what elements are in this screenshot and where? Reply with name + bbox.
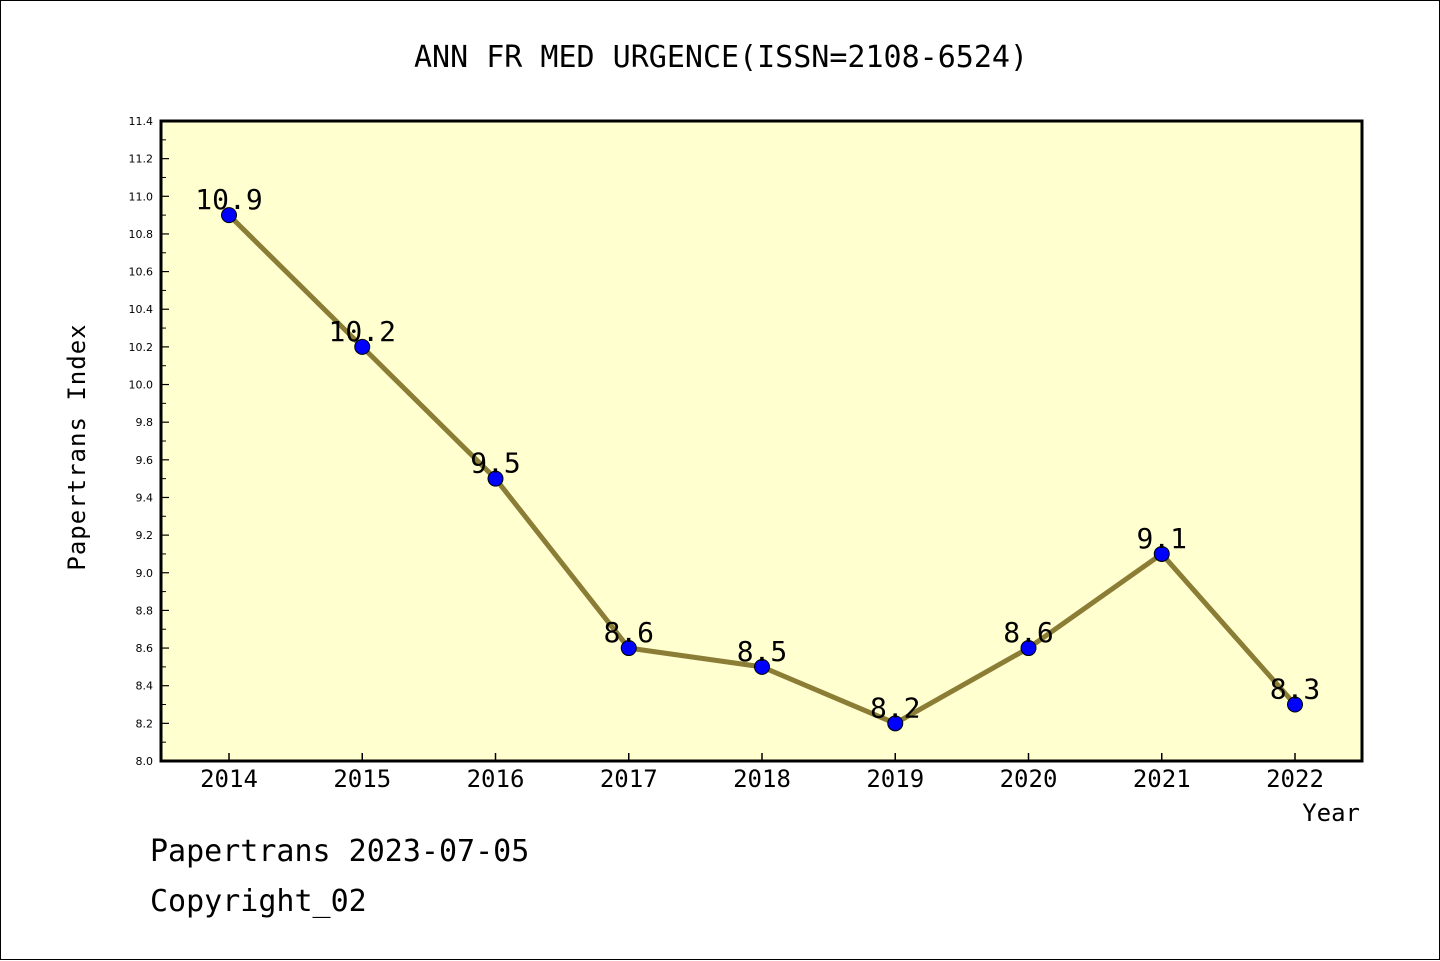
x-axis-title: Year bbox=[1302, 799, 1360, 827]
y-tick-label: 8.8 bbox=[136, 604, 154, 617]
data-point bbox=[487, 470, 504, 487]
data-point bbox=[1153, 545, 1170, 562]
y-tick-label: 9.2 bbox=[136, 529, 154, 542]
x-tick-label: 2015 bbox=[333, 765, 391, 793]
y-tick-label: 10.4 bbox=[129, 303, 154, 316]
footer-copyright: Copyright_02 bbox=[150, 884, 367, 919]
x-tick-label: 2014 bbox=[200, 765, 258, 793]
y-tick-label: 11.4 bbox=[129, 115, 154, 128]
data-label: 9.1 bbox=[1136, 522, 1187, 555]
y-tick-label: 9.6 bbox=[136, 454, 154, 467]
x-tick-label: 2016 bbox=[467, 765, 525, 793]
y-tick-label: 10.6 bbox=[129, 266, 154, 279]
footer-source: Papertrans 2023-07-05 bbox=[150, 834, 530, 869]
data-label: 8.6 bbox=[603, 616, 654, 649]
x-tick-label: 2020 bbox=[1000, 765, 1058, 793]
data-label: 8.3 bbox=[1270, 673, 1321, 706]
y-tick-label: 9.4 bbox=[136, 491, 154, 504]
y-tick-label: 8.2 bbox=[136, 717, 154, 730]
y-tick-label: 10.8 bbox=[129, 228, 154, 241]
y-tick-label: 10.2 bbox=[129, 341, 154, 354]
data-labels: 10.9 10.2 9.5 8.6 8.5 8.2 8.6 9.1 8.3 bbox=[195, 183, 1320, 724]
data-point bbox=[221, 207, 237, 224]
x-tick-label: 2017 bbox=[600, 765, 658, 793]
y-tick-label: 8.6 bbox=[136, 642, 154, 655]
y-axis-title: Papertrans Index bbox=[63, 323, 91, 570]
x-tick-label: 2021 bbox=[1133, 765, 1191, 793]
data-label: 9.5 bbox=[470, 447, 521, 480]
plot-area bbox=[161, 121, 1362, 761]
chart-title: ANN FR MED URGENCE(ISSN=2108-6524) bbox=[414, 40, 1028, 75]
x-axis-ticks: 2014 2015 2016 2017 2018 2019 2020 2021 2022 bbox=[200, 753, 1324, 793]
data-label: 8.6 bbox=[1003, 616, 1054, 649]
y-tick-label: 8.4 bbox=[136, 680, 154, 693]
y-tick-label: 11.2 bbox=[129, 153, 154, 166]
data-point bbox=[1287, 696, 1303, 713]
y-tick-label: 9.0 bbox=[136, 567, 154, 580]
data-label: 10.2 bbox=[329, 315, 396, 348]
x-tick-label: 2018 bbox=[733, 765, 791, 793]
x-tick-label: 2022 bbox=[1266, 765, 1324, 793]
data-point bbox=[887, 715, 904, 732]
data-point bbox=[354, 338, 371, 355]
y-tick-label: 9.8 bbox=[136, 416, 154, 429]
data-label: 8.5 bbox=[737, 635, 788, 668]
y-tick-label: 11.0 bbox=[129, 190, 154, 203]
y-tick-label: 10.0 bbox=[129, 379, 154, 392]
y-tick-label: 8.0 bbox=[136, 755, 154, 768]
y-axis-ticks: 8.0 8.2 8.4 8.6 8.8 9.0 9.2 9.4 9.6 9.8 10.0 10.2 10… bbox=[129, 115, 169, 768]
series-group bbox=[221, 207, 1303, 732]
data-point bbox=[620, 640, 637, 657]
x-tick-label: 2019 bbox=[866, 765, 924, 793]
data-label: 8.2 bbox=[870, 691, 921, 724]
data-label: 10.9 bbox=[195, 183, 262, 216]
data-point bbox=[1020, 640, 1037, 657]
data-point bbox=[754, 658, 770, 675]
plot-border bbox=[159, 119, 1364, 763]
